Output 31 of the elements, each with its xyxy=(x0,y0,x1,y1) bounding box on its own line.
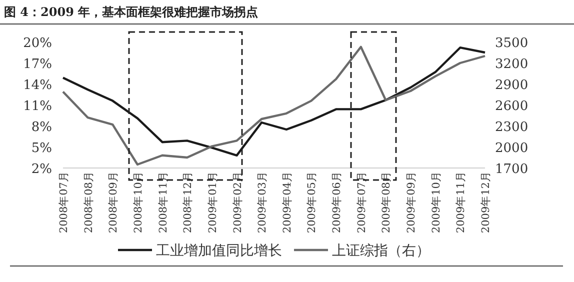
y2-tick-label: 2000 xyxy=(495,141,528,156)
y2-tick-label: 3200 xyxy=(495,57,528,72)
x-tick-label: 2008年08月 xyxy=(82,171,95,234)
y-tick-label: 20% xyxy=(23,36,52,51)
chart-title: 图 4：2009 年，基本面框架很难把握市场拐点 xyxy=(4,5,258,19)
y-tick-label: 11% xyxy=(23,99,52,114)
legend-label: 工业增加值同比增长 xyxy=(156,243,282,259)
y-tick-label: 17% xyxy=(23,57,52,72)
legend-label: 上证综指（右） xyxy=(332,243,430,259)
y2-tick-label: 2300 xyxy=(495,120,528,135)
x-tick-label: 2009年03月 xyxy=(256,171,269,234)
y-tick-label: 2% xyxy=(31,162,52,177)
y-tick-label: 8% xyxy=(31,120,52,135)
x-tick-label: 2009年10月 xyxy=(430,171,442,234)
y-tick-label: 5% xyxy=(31,141,52,156)
x-tick-label: 2009年08月 xyxy=(380,171,393,234)
x-tick-label: 2008年07月 xyxy=(58,171,70,234)
x-tick-label: 2009年05月 xyxy=(306,171,318,234)
y2-tick-label: 2600 xyxy=(495,99,528,114)
y2-tick-label: 1700 xyxy=(495,162,528,177)
x-tick-label: 2009年06月 xyxy=(331,171,344,234)
x-tick-label: 2009年04月 xyxy=(281,171,294,234)
x-tick-label: 2009年11月 xyxy=(455,171,468,234)
x-tick-label: 2008年09月 xyxy=(108,171,120,234)
x-tick-label: 2009年12月 xyxy=(480,171,492,234)
x-tick-label: 2009年01月 xyxy=(206,171,219,234)
y-tick-label: 14% xyxy=(23,78,52,93)
y2-tick-label: 3500 xyxy=(495,36,528,51)
y2-tick-label: 2900 xyxy=(495,78,528,93)
x-tick-label: 2009年09月 xyxy=(406,171,418,234)
x-tick-label: 2008年11月 xyxy=(157,171,170,234)
